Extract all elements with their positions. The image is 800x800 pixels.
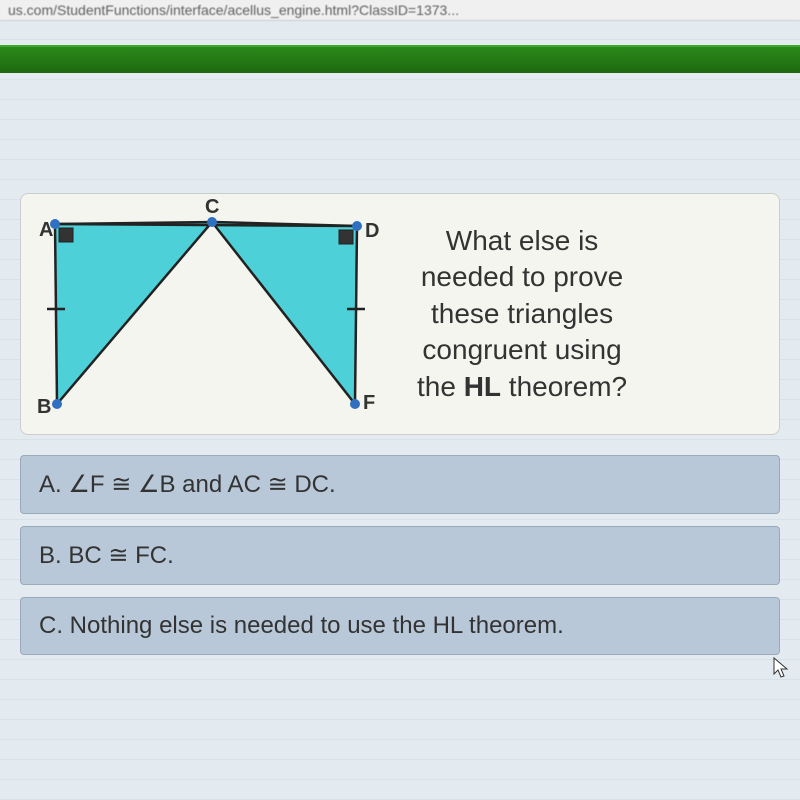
answer-option-a[interactable]: A. ∠F ≅ ∠B and AC ≅ DC. xyxy=(20,455,780,514)
question-card: A C D B F What else is needed to prove t… xyxy=(20,193,780,435)
vertex-label-b: B xyxy=(37,396,51,419)
content-area: A C D B F What else is needed to prove t… xyxy=(0,73,800,687)
answer-option-c[interactable]: C. Nothing else is needed to use the HL … xyxy=(20,597,780,655)
vertex-label-a: A xyxy=(39,219,53,242)
answer-text: ∠F ≅ ∠B and AC ≅ DC. xyxy=(68,471,335,498)
answer-text: BC ≅ FC. xyxy=(68,542,173,569)
answer-label: B. xyxy=(39,542,62,569)
answer-label: C. xyxy=(39,612,63,639)
answer-text: Nothing else is needed to use the HL the… xyxy=(70,612,564,639)
header-bar xyxy=(0,45,800,73)
triangle-diagram: A C D B F xyxy=(37,214,397,414)
vertex-label-d: D xyxy=(365,220,379,243)
vertex-label-c: C xyxy=(205,196,219,219)
question-text: What else is needed to prove these trian… xyxy=(417,223,627,405)
answer-option-b[interactable]: B. BC ≅ FC. xyxy=(20,526,780,585)
vertex-label-f: F xyxy=(363,392,375,415)
url-bar: us.com/StudentFunctions/interface/acellu… xyxy=(0,0,800,21)
cursor-icon xyxy=(772,656,792,686)
answer-label: A. xyxy=(39,471,62,498)
